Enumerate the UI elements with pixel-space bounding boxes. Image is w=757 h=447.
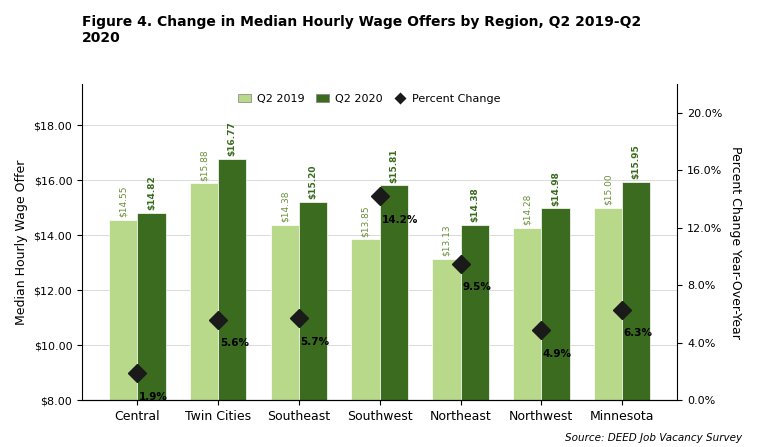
Text: $16.77: $16.77	[228, 122, 237, 156]
Bar	[137, 213, 166, 401]
Text: $14.82: $14.82	[147, 175, 156, 210]
Text: $15.95: $15.95	[632, 144, 640, 179]
Y-axis label: Percent Change Year-Over-Year: Percent Change Year-Over-Year	[729, 146, 742, 338]
Text: 6.3%: 6.3%	[624, 329, 653, 338]
Text: $15.88: $15.88	[200, 149, 208, 181]
Text: $13.13: $13.13	[442, 225, 451, 257]
Text: $14.55: $14.55	[119, 186, 128, 217]
Text: Source: DEED Job Vacancy Survey: Source: DEED Job Vacancy Survey	[565, 433, 742, 443]
Text: 14.2%: 14.2%	[382, 215, 418, 225]
Y-axis label: Median Hourly Wage Offer: Median Hourly Wage Offer	[15, 160, 28, 325]
Bar	[351, 239, 380, 401]
Text: $15.20: $15.20	[309, 165, 318, 199]
Text: 5.7%: 5.7%	[301, 337, 330, 347]
Text: 4.9%: 4.9%	[543, 349, 572, 358]
Text: 9.5%: 9.5%	[463, 283, 491, 292]
Bar	[299, 202, 327, 401]
Bar	[271, 225, 299, 401]
Percent Change	[375, 194, 385, 199]
Bar	[513, 228, 541, 401]
Percent Change	[618, 307, 627, 312]
Text: $15.81: $15.81	[389, 148, 398, 183]
Percent Change	[537, 327, 546, 333]
Bar	[190, 183, 218, 401]
Text: $14.38: $14.38	[470, 187, 479, 222]
Line: Percent Change: Percent Change	[131, 190, 628, 379]
Bar	[218, 159, 247, 401]
Text: $14.98: $14.98	[551, 171, 560, 206]
Text: $13.85: $13.85	[361, 205, 370, 236]
Percent Change	[132, 370, 142, 375]
Bar	[109, 220, 137, 401]
Text: 5.6%: 5.6%	[220, 338, 249, 349]
Bar	[460, 225, 489, 401]
Text: $14.28: $14.28	[522, 194, 531, 225]
Bar	[541, 208, 569, 401]
Text: 1.9%: 1.9%	[139, 392, 168, 402]
Text: Figure 4. Change in Median Hourly Wage Offers by Region, Q2 2019-Q2
2020: Figure 4. Change in Median Hourly Wage O…	[82, 15, 641, 45]
Text: $15.00: $15.00	[603, 173, 612, 205]
Percent Change	[294, 316, 304, 321]
Legend: Q2 2019, Q2 2020, Percent Change: Q2 2019, Q2 2020, Percent Change	[234, 89, 505, 108]
Text: $14.38: $14.38	[280, 190, 289, 222]
Percent Change	[456, 261, 465, 266]
Bar	[622, 181, 650, 401]
Percent Change	[213, 317, 223, 322]
Bar	[432, 259, 460, 401]
Bar	[380, 186, 408, 401]
Bar	[593, 208, 622, 401]
